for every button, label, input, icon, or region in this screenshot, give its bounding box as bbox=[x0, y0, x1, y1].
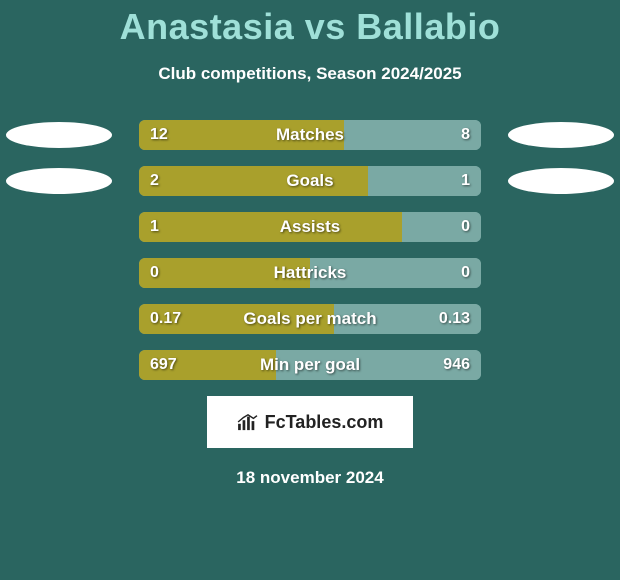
stat-row: 0.17Goals per match0.13 bbox=[0, 304, 620, 334]
stat-row: 697Min per goal946 bbox=[0, 350, 620, 380]
date-label: 18 november 2024 bbox=[0, 468, 620, 488]
stat-label: Hattricks bbox=[139, 258, 481, 288]
stats-container: 12Matches82Goals11Assists00Hattricks00.1… bbox=[0, 120, 620, 380]
player-ellipse-right bbox=[508, 122, 614, 148]
stat-value-right: 0 bbox=[461, 212, 470, 242]
stat-row: 2Goals1 bbox=[0, 166, 620, 196]
source-badge-text: FcTables.com bbox=[265, 412, 384, 433]
player-ellipse-right bbox=[508, 168, 614, 194]
stat-row: 1Assists0 bbox=[0, 212, 620, 242]
player-ellipse-left bbox=[6, 122, 112, 148]
stat-value-right: 946 bbox=[443, 350, 470, 380]
stat-label: Assists bbox=[139, 212, 481, 242]
player-ellipse-left bbox=[6, 168, 112, 194]
stat-value-right: 1 bbox=[461, 166, 470, 196]
stat-row: 12Matches8 bbox=[0, 120, 620, 150]
stat-label: Goals bbox=[139, 166, 481, 196]
stat-value-right: 8 bbox=[461, 120, 470, 150]
page-title: Anastasia vs Ballabio bbox=[0, 0, 620, 48]
stat-label: Matches bbox=[139, 120, 481, 150]
stat-label: Min per goal bbox=[139, 350, 481, 380]
chart-icon bbox=[237, 413, 259, 431]
source-badge: FcTables.com bbox=[207, 396, 413, 448]
stat-value-right: 0.13 bbox=[439, 304, 470, 334]
page-subtitle: Club competitions, Season 2024/2025 bbox=[0, 64, 620, 84]
stat-row: 0Hattricks0 bbox=[0, 258, 620, 288]
stat-label: Goals per match bbox=[139, 304, 481, 334]
stat-value-right: 0 bbox=[461, 258, 470, 288]
